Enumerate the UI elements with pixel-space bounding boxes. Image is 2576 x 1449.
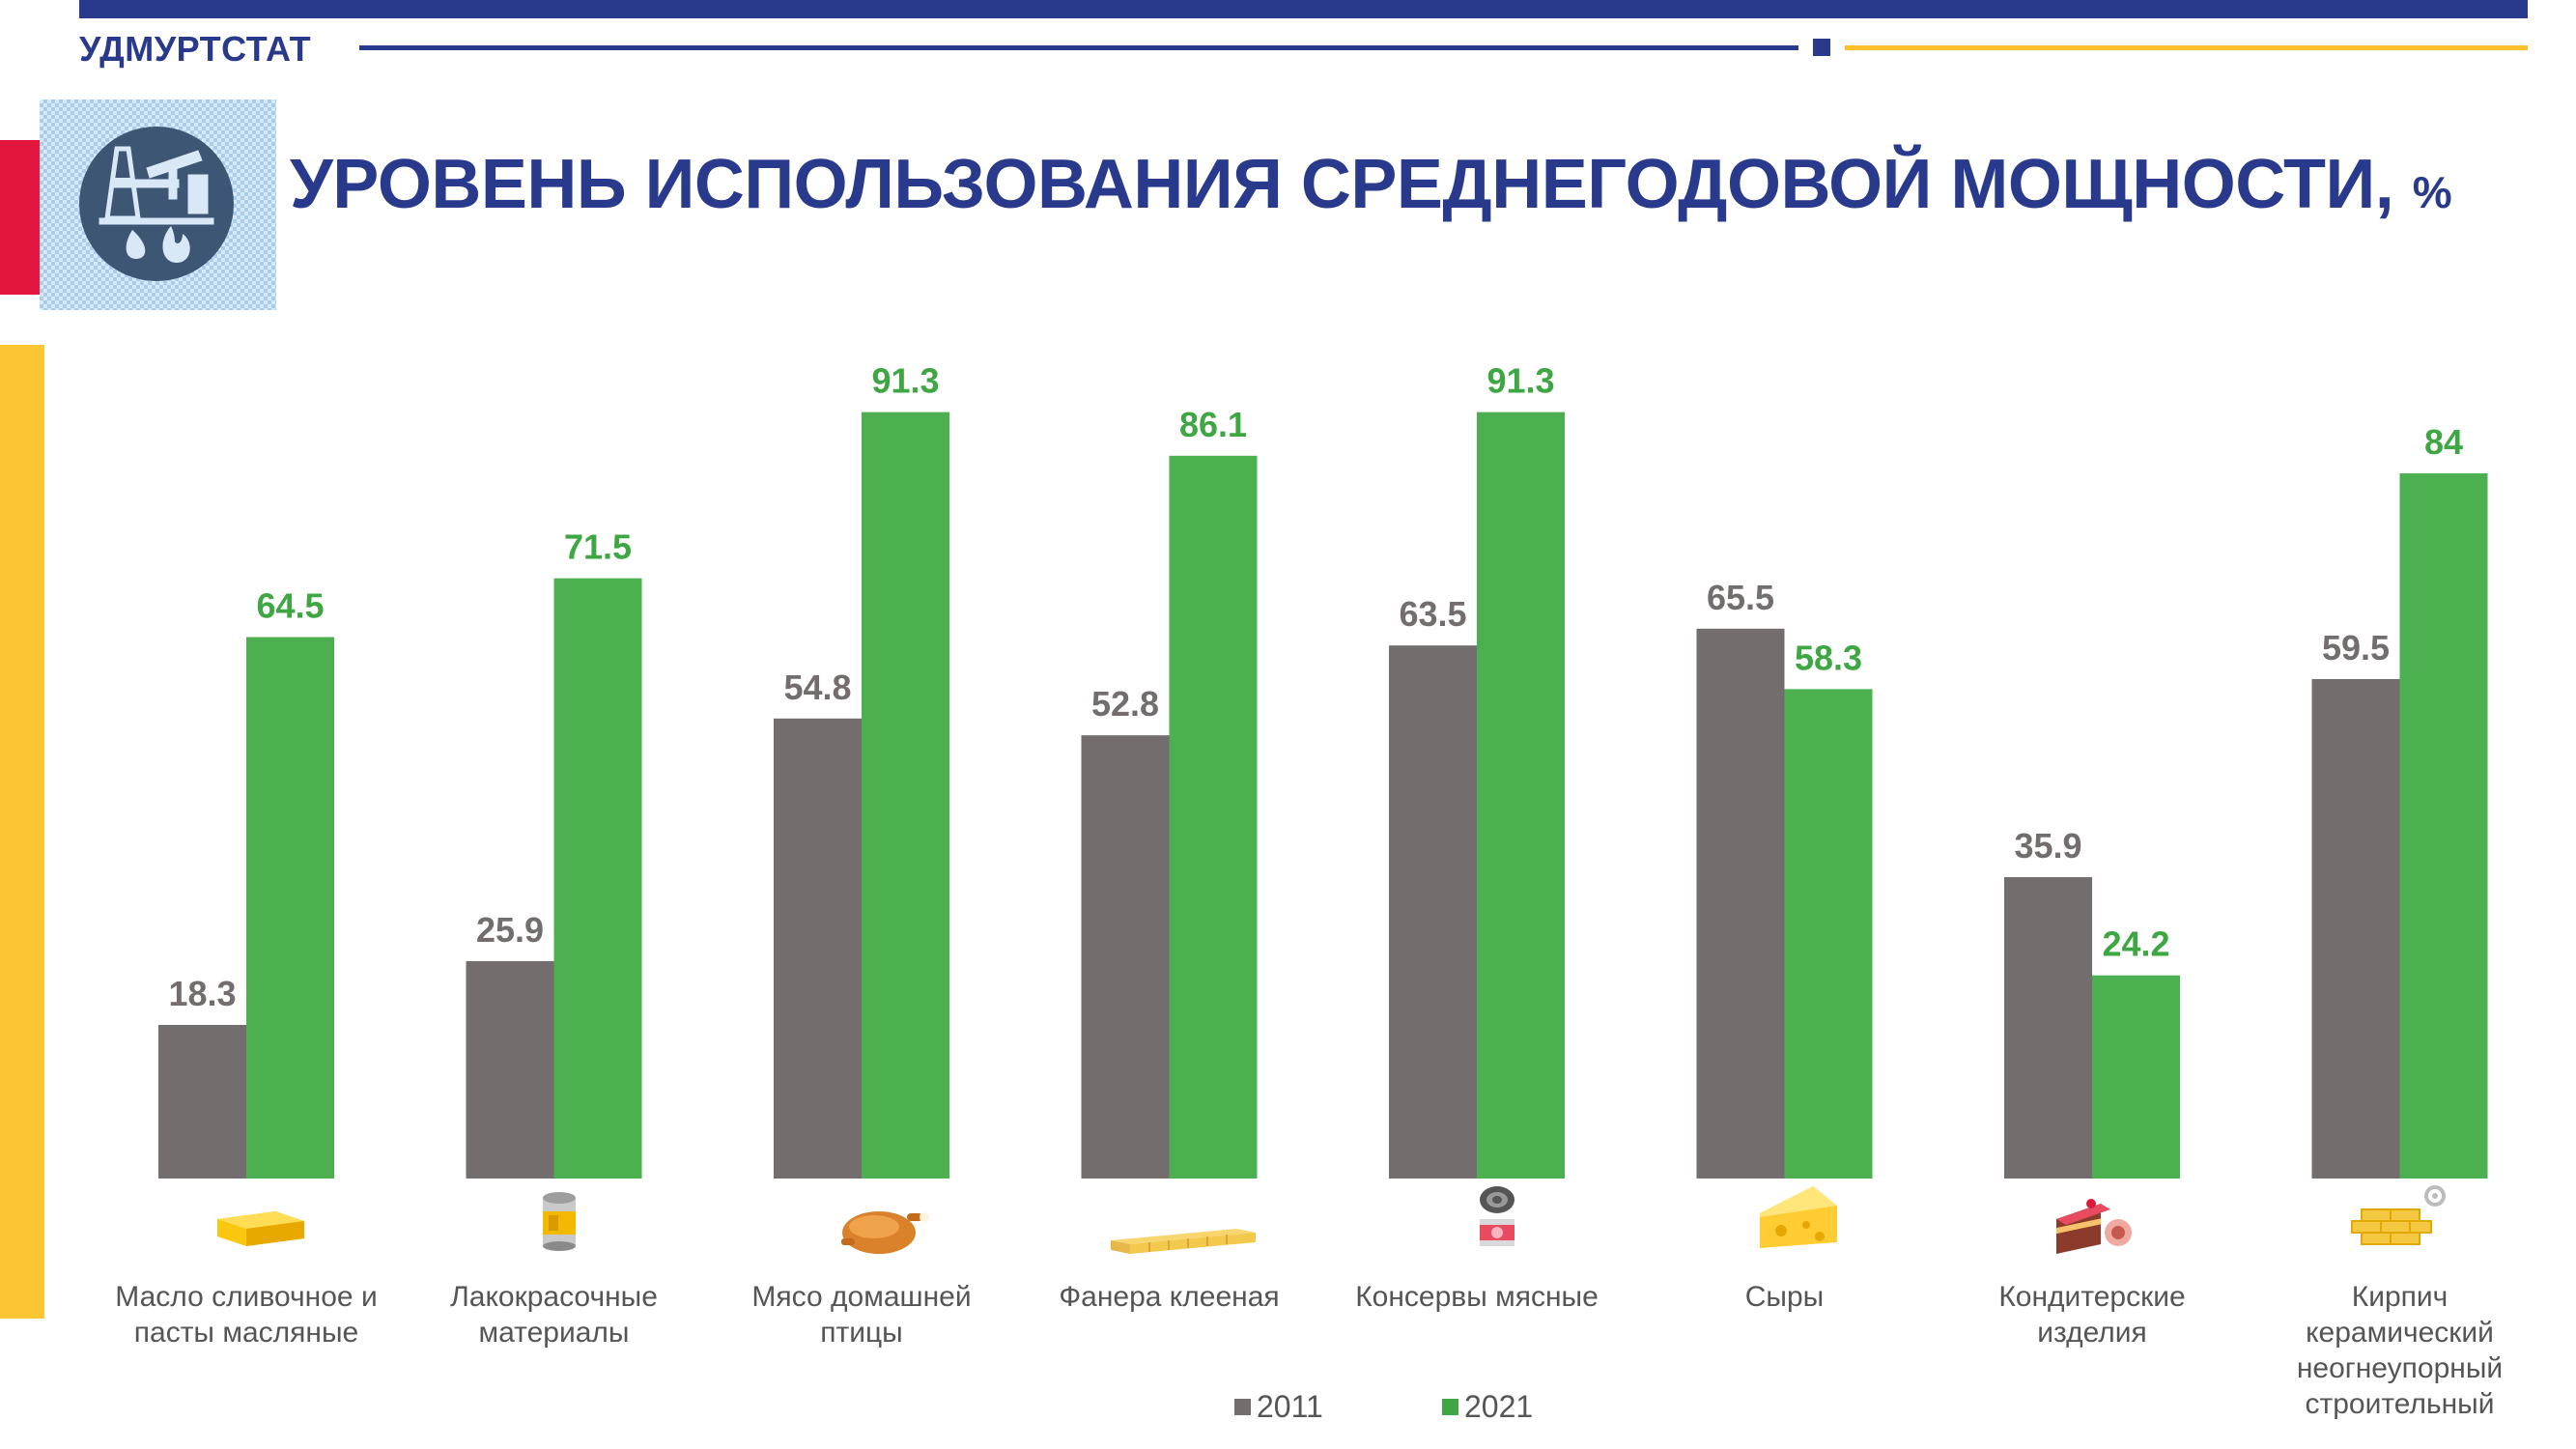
bar-2011-0 (158, 1024, 246, 1179)
cake-icon (2056, 1199, 2132, 1254)
header-square (1813, 39, 1830, 56)
category-label-1-line-0: Лакокрасочные (450, 1281, 658, 1313)
category-label-1-line-1: материалы (479, 1317, 630, 1349)
title-unit: % (2412, 167, 2452, 217)
legend-label-2021: 2021 (1464, 1389, 1534, 1424)
header-rule-blue (359, 45, 1798, 50)
data-label-2011-2: 54.8 (783, 668, 851, 707)
bar-2011-5 (1696, 628, 1785, 1179)
data-label-2011-3: 52.8 (1091, 684, 1159, 724)
header-rule-yellow (1845, 45, 2528, 50)
oil-gas-industry-icon (79, 127, 234, 281)
roast-chicken-icon (841, 1211, 929, 1254)
page-title: УРОВЕНЬ ИСПОЛЬЗОВАНИЯ СРЕДНЕГОДОВОЙ МОЩН… (290, 145, 2452, 224)
plywood-icon (1111, 1229, 1256, 1254)
bar-2021-6 (2092, 975, 2180, 1179)
brick-icon (2351, 1185, 2446, 1245)
bar-2011-2 (774, 718, 862, 1179)
category-label-6-line-0: Кондитерские (1998, 1281, 2185, 1313)
category-label-7-line-2: неогнеупорный (2297, 1352, 2503, 1384)
bar-2021-7 (2399, 473, 2488, 1179)
bar-2021-0 (246, 637, 334, 1179)
brand-name: УДМУРТСТАТ (79, 29, 312, 69)
industry-logo-tile (40, 99, 276, 310)
title-text: УРОВЕНЬ ИСПОЛЬЗОВАНИЯ СРЕДНЕГОДОВОЙ МОЩН… (290, 146, 2394, 223)
bar-2021-2 (862, 412, 949, 1179)
data-label-2021-4: 91.3 (1486, 361, 1554, 401)
data-label-2021-7: 84 (2424, 422, 2463, 462)
side-accent-red (0, 140, 44, 295)
category-label-7-line-0: Кирпич (2352, 1281, 2449, 1313)
category-label-7-line-3: строительный (2306, 1388, 2495, 1420)
category-label-3-line-0: Фанера клееная (1059, 1281, 1279, 1313)
category-label-2-line-1: птицы (820, 1317, 903, 1349)
category-label-0-line-0: Масло сливочное и (115, 1281, 377, 1313)
data-label-2021-3: 86.1 (1179, 405, 1247, 444)
data-label-2011-5: 65.5 (1707, 578, 1774, 617)
legend-2021: 2021 (1442, 1389, 1533, 1425)
cheese-icon (1760, 1186, 1837, 1248)
category-label-7-line-1: керамический (2306, 1317, 2494, 1349)
data-label-2021-5: 58.3 (1795, 638, 1862, 677)
canned-meat-icon (1480, 1186, 1514, 1246)
data-label-2021-2: 91.3 (871, 361, 939, 401)
bar-2011-4 (1389, 645, 1477, 1179)
category-label-0-line-1: пасты масляные (134, 1317, 358, 1349)
category-label-4-line-0: Консервы мясные (1355, 1281, 1599, 1313)
bar-2011-7 (2311, 678, 2400, 1179)
data-label-2021-0: 64.5 (256, 585, 324, 625)
legend-2011: 2011 (1234, 1389, 1323, 1425)
data-label-2021-1: 71.5 (564, 527, 632, 567)
side-accent-yellow (0, 345, 44, 1319)
data-label-2011-4: 63.5 (1399, 594, 1466, 634)
data-label-2011-1: 25.9 (476, 910, 544, 950)
data-label-2011-6: 35.9 (2014, 826, 2081, 866)
bar-2011-6 (2004, 877, 2092, 1179)
bar-2021-1 (553, 578, 642, 1179)
bar-2011-3 (1081, 735, 1170, 1179)
data-label-2011-7: 59.5 (2322, 628, 2390, 668)
category-label-2-line-0: Мясо домашней (751, 1281, 971, 1313)
data-label-2021-6: 24.2 (2102, 924, 2169, 964)
legend-swatch-2021 (1442, 1399, 1458, 1416)
bar-2021-4 (1477, 412, 1565, 1179)
legend-swatch-2011 (1234, 1399, 1251, 1416)
paint-can-icon (543, 1192, 576, 1251)
bar-2021-3 (1169, 455, 1258, 1179)
bar-2021-5 (1784, 689, 1873, 1179)
category-label-6-line-1: изделия (2037, 1317, 2147, 1349)
bar-2011-1 (466, 960, 554, 1179)
category-label-5-line-0: Сыры (1745, 1281, 1824, 1313)
top-bar (79, 0, 2528, 18)
legend-label-2011: 2011 (1257, 1389, 1323, 1424)
data-label-2011-0: 18.3 (168, 974, 236, 1013)
butter-icon (217, 1211, 304, 1246)
